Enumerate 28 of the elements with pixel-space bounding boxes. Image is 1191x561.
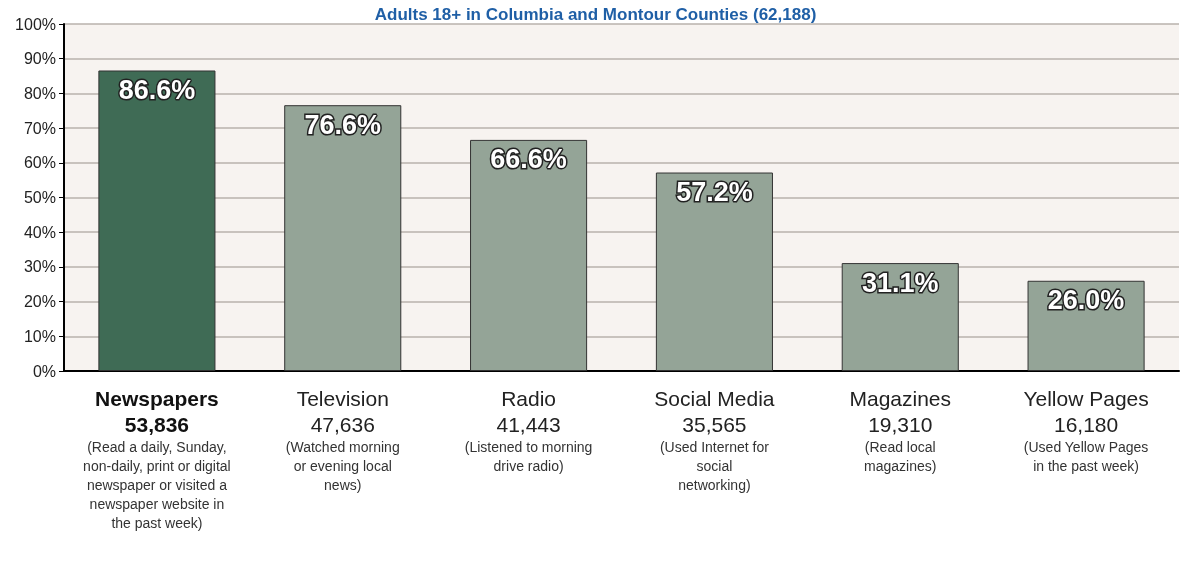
data-label: 57.2%	[676, 177, 753, 208]
y-tick-label: 60%	[23, 154, 56, 172]
bar	[655, 172, 773, 371]
data-label: 76.6%	[304, 109, 382, 140]
chart-title: Adults 18+ in Columbia and Montour Counties (62,188)	[374, 5, 817, 24]
x-tick-label: Social Media 35,565 (Used Internet for social networking)	[654, 386, 775, 493]
data-label: 31.1%	[861, 267, 939, 298]
y-tick-label: 70%	[23, 119, 56, 137]
x-tick-label: Magazines 19,310 (Read local magazines)	[849, 386, 952, 474]
bar	[470, 139, 588, 371]
y-tick-label: 10%	[23, 327, 56, 345]
x-tick-label: Newspapers 53,836 (Read a daily, Sunday, non-daily, print or digital newspaper or visited a newspaper website in the past week)	[83, 386, 231, 531]
x-tick-label: Television 47,636 (Watched morning or evening local news)	[285, 386, 400, 493]
y-tick-label: 40%	[23, 223, 56, 241]
x-tick-label: Yellow Pages 16,180 (Used Yellow Pages in the past week)	[1023, 386, 1149, 474]
y-tick-label: 80%	[23, 84, 56, 102]
y-tick-label: 100%	[15, 15, 56, 33]
y-tick-label: 0%	[32, 362, 56, 380]
y-tick-label: 30%	[23, 258, 56, 276]
y-tick-label: 20%	[23, 293, 56, 311]
x-tick-label: Radio 41,443 (Listened to morning drive radio)	[464, 386, 593, 474]
data-label: 66.6%	[490, 144, 567, 175]
data-label: 26.0%	[1047, 285, 1125, 316]
bar	[98, 70, 216, 371]
bar	[284, 105, 402, 371]
data-label: 86.6%	[118, 75, 196, 105]
y-tick-label: 90%	[23, 50, 56, 68]
y-tick-label: 50%	[23, 189, 56, 206]
